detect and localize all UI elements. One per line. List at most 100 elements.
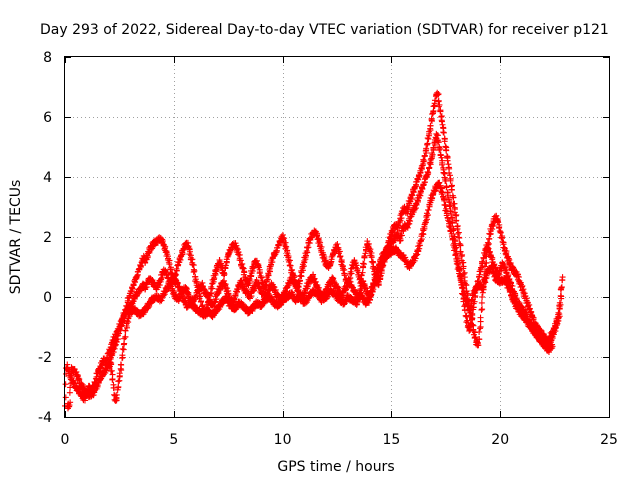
- data-point: [477, 325, 484, 332]
- data-point: [370, 263, 377, 270]
- data-point: [183, 284, 190, 291]
- data-point: [555, 309, 562, 316]
- data-point: [457, 242, 464, 249]
- y-tick-label: 8: [43, 50, 52, 66]
- data-point: [489, 265, 496, 272]
- data-point: [195, 287, 202, 294]
- data-point: [453, 217, 460, 224]
- data-point: [443, 205, 450, 212]
- data-point: [314, 231, 321, 238]
- data-point: [108, 361, 115, 368]
- data-point: [483, 260, 490, 267]
- data-point: [113, 339, 120, 346]
- data-point: [137, 262, 144, 269]
- data-point: [359, 269, 366, 276]
- data-point: [385, 239, 392, 246]
- data-point: [258, 274, 265, 281]
- data-point: [483, 272, 490, 279]
- data-point: [239, 264, 246, 271]
- data-point: [197, 293, 204, 300]
- data-point: [115, 378, 122, 385]
- data-point: [225, 251, 232, 258]
- data-points: [62, 89, 566, 412]
- data-point: [108, 367, 115, 374]
- data-point: [241, 269, 248, 276]
- data-point: [159, 238, 166, 245]
- data-point: [417, 188, 424, 195]
- data-point: [330, 277, 337, 284]
- data-point: [131, 279, 138, 286]
- data-point: [554, 313, 561, 320]
- data-point: [123, 303, 130, 310]
- data-point: [446, 224, 453, 231]
- data-point: [453, 255, 460, 262]
- data-point: [440, 129, 447, 136]
- plot-frame: [64, 56, 610, 418]
- data-point: [459, 279, 466, 286]
- data-point: [556, 311, 563, 318]
- data-point: [443, 146, 450, 153]
- y-tick-label: 2: [43, 230, 52, 246]
- data-point: [449, 219, 456, 226]
- data-point: [417, 170, 424, 177]
- data-point: [410, 189, 417, 196]
- data-point: [193, 279, 200, 286]
- data-point: [482, 275, 489, 282]
- data-point: [490, 269, 497, 276]
- data-point: [478, 306, 485, 313]
- data-point: [450, 194, 457, 201]
- data-point: [220, 270, 227, 277]
- data-point: [415, 176, 422, 183]
- data-point: [422, 219, 429, 226]
- x-tick-label: 0: [61, 432, 70, 448]
- series-upper-arcs: [105, 89, 566, 369]
- data-point: [455, 234, 462, 241]
- data-point: [451, 245, 458, 252]
- data-point: [379, 259, 386, 266]
- data-point: [419, 186, 426, 193]
- data-point: [231, 295, 238, 302]
- data-point: [360, 260, 367, 267]
- data-point: [119, 352, 126, 359]
- data-point: [447, 177, 454, 184]
- data-point: [558, 285, 565, 292]
- data-point: [464, 298, 471, 305]
- data-point: [62, 394, 69, 401]
- data-point: [270, 283, 277, 290]
- data-point: [118, 367, 125, 374]
- data-point: [125, 297, 132, 304]
- data-point: [479, 294, 486, 301]
- data-point: [426, 165, 433, 172]
- data-point: [476, 273, 483, 280]
- data-point: [549, 343, 556, 350]
- data-point: [275, 242, 282, 249]
- data-point: [416, 172, 423, 179]
- data-point: [498, 235, 505, 242]
- data-point: [192, 276, 199, 283]
- data-point: [439, 159, 446, 166]
- data-point: [222, 262, 229, 269]
- data-point: [367, 296, 374, 303]
- data-point: [425, 207, 432, 214]
- y-tick-label: 4: [43, 170, 52, 186]
- data-point: [120, 341, 127, 348]
- data-point: [430, 109, 437, 116]
- data-point: [460, 271, 467, 278]
- chart-title: Day 293 of 2022, Sidereal Day-to-day VTE…: [40, 22, 609, 38]
- data-point: [109, 376, 116, 383]
- data-point: [420, 156, 427, 163]
- data-point: [474, 339, 481, 346]
- x-tick-label: 15: [382, 432, 400, 448]
- data-point: [442, 202, 449, 209]
- data-point: [413, 252, 420, 259]
- data-point: [162, 267, 169, 274]
- data-point: [438, 117, 445, 124]
- data-point: [443, 184, 450, 191]
- data-point: [264, 276, 271, 283]
- data-point: [428, 155, 435, 162]
- data-point: [66, 402, 73, 409]
- data-point: [177, 288, 184, 295]
- data-point: [362, 284, 369, 291]
- data-point: [191, 267, 198, 274]
- data-point: [412, 181, 419, 188]
